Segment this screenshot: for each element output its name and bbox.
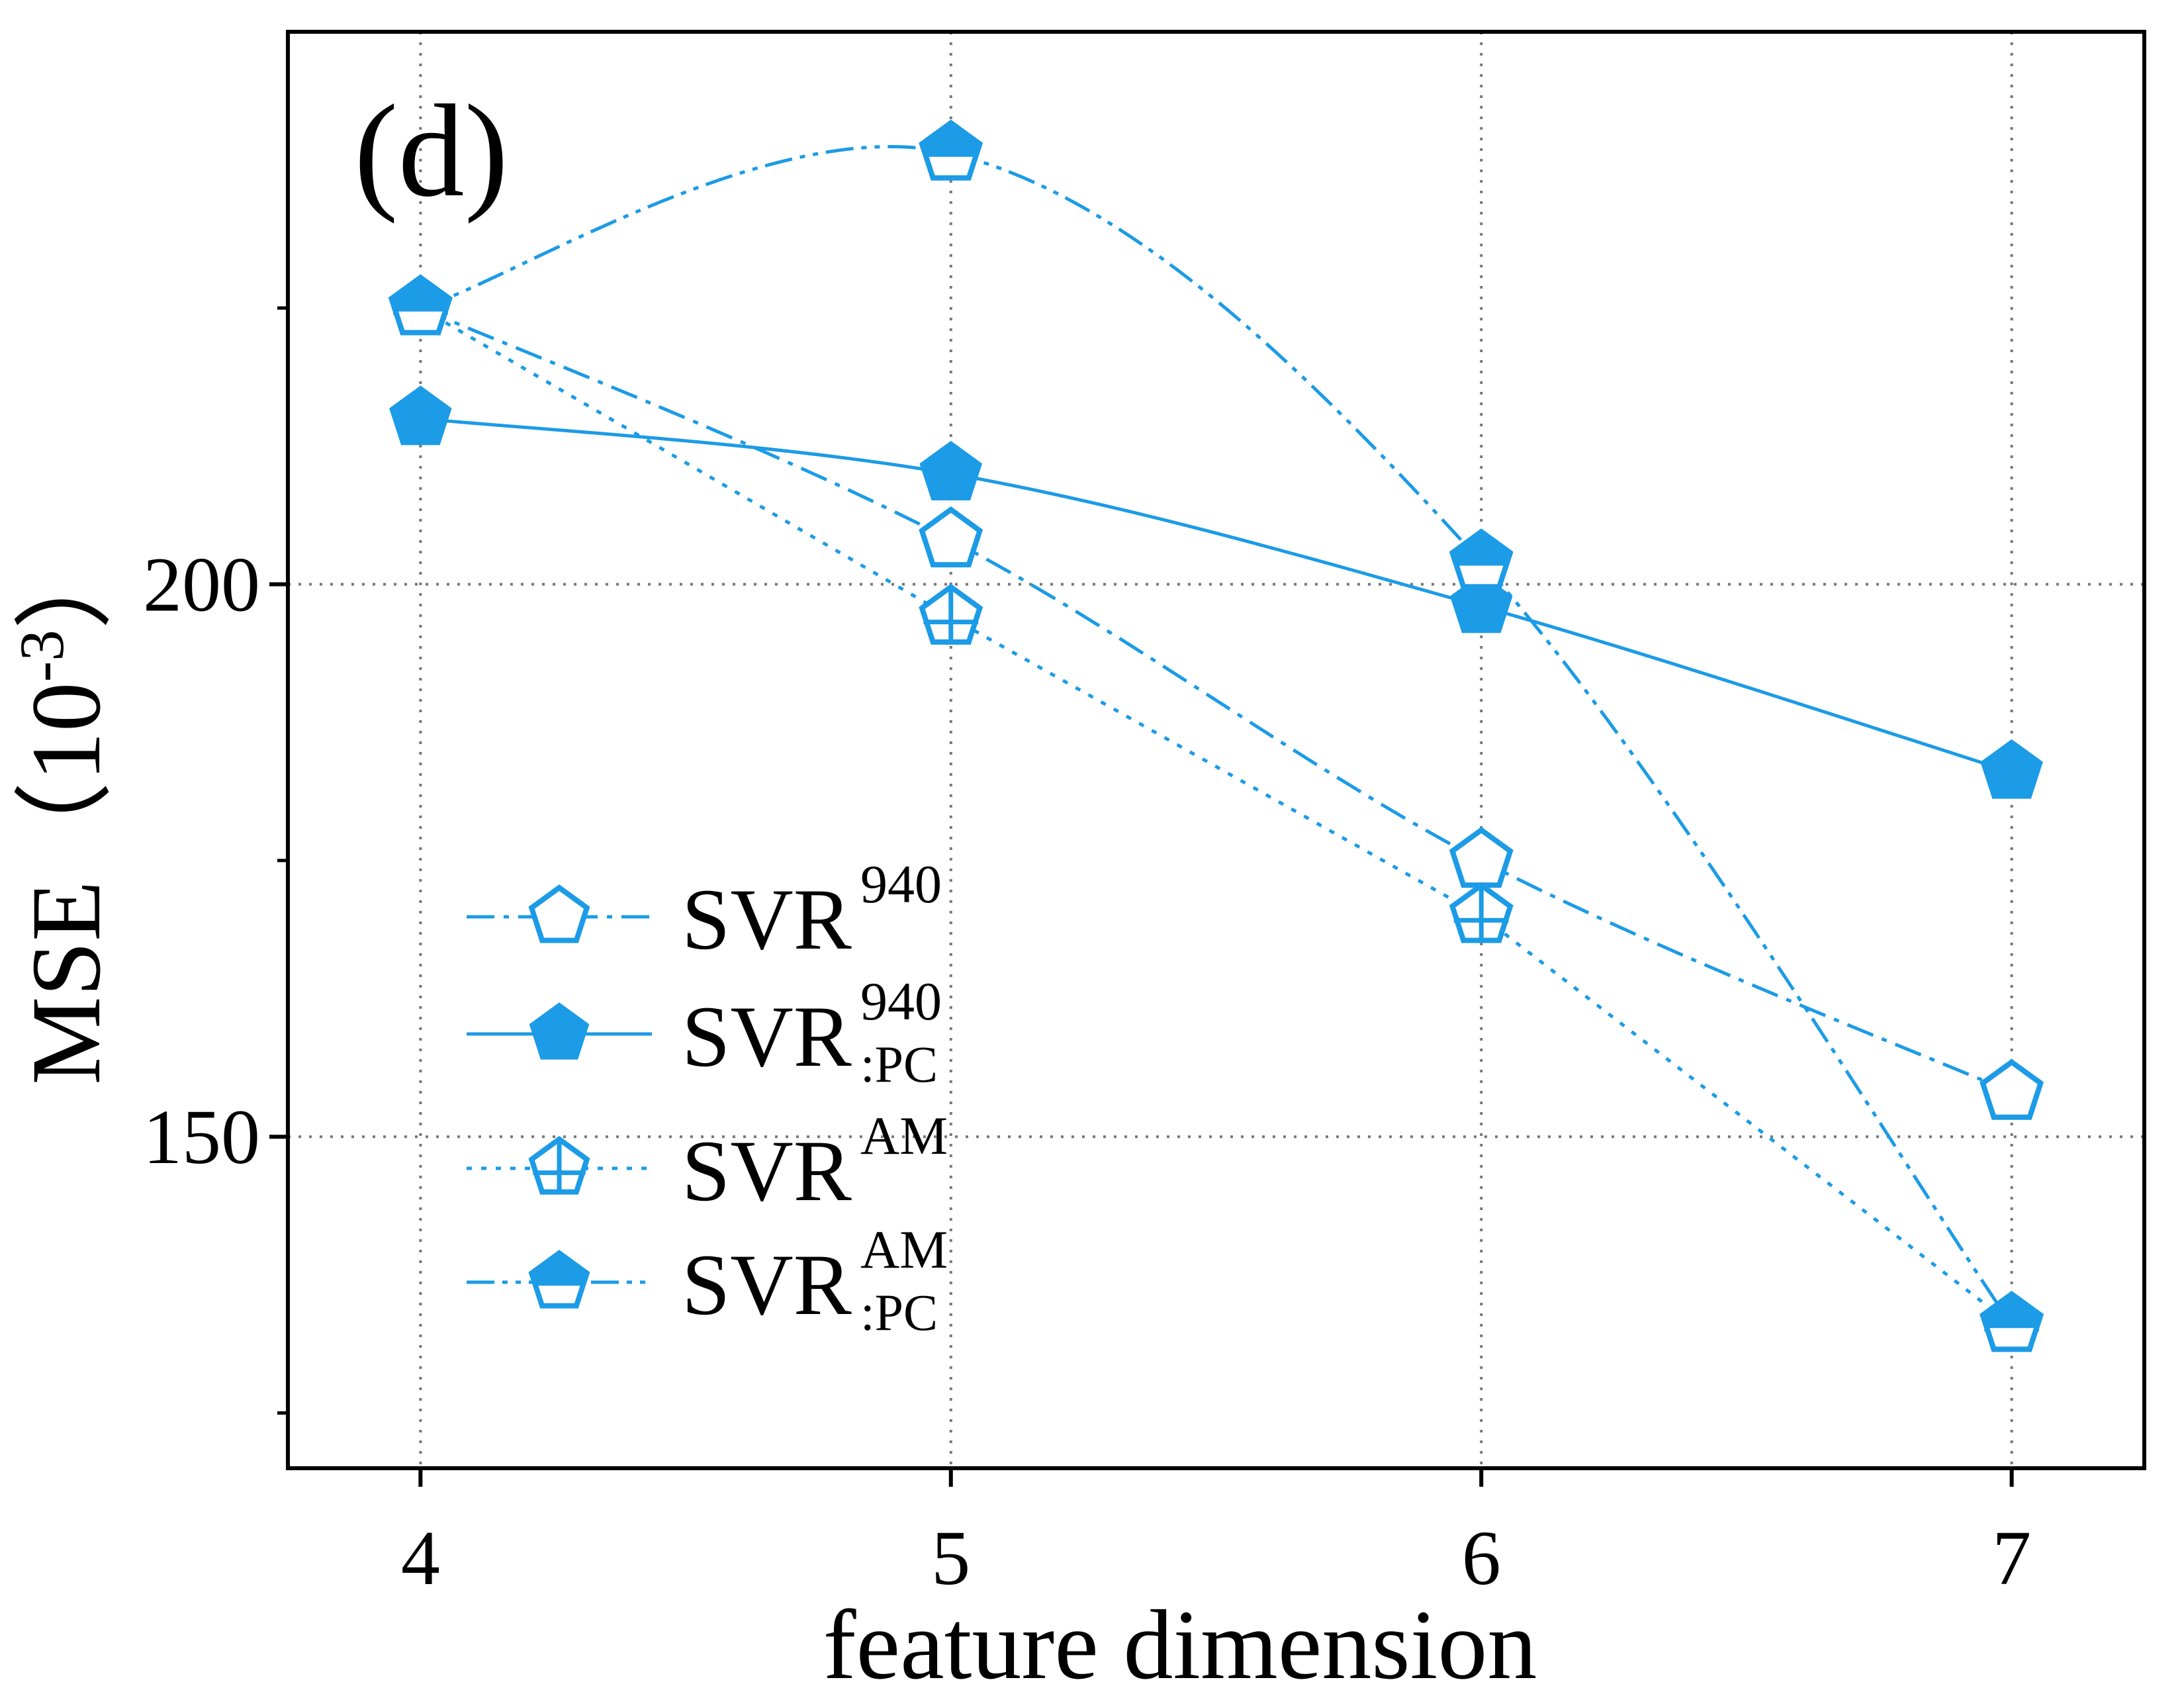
legend-entry: SVR 940:PC bbox=[467, 971, 942, 1093]
data-point-s4 bbox=[919, 119, 983, 181]
legend-label-sub: :PC bbox=[860, 1035, 938, 1093]
data-point-s2 bbox=[389, 385, 452, 445]
y-axis-label-close: ） bbox=[11, 530, 121, 630]
series-line-1 bbox=[420, 306, 2013, 1094]
x-tick-label: 5 bbox=[931, 1515, 970, 1601]
marker-fill bbox=[389, 275, 452, 312]
data-point-s2 bbox=[919, 440, 983, 500]
legend-label-sup: 940 bbox=[860, 971, 942, 1031]
data-point-s2 bbox=[1449, 573, 1513, 633]
y-axis-label: MSE（10-3） bbox=[7, 530, 121, 1085]
plot-frame bbox=[286, 30, 2146, 1470]
ticks-group: 4 5 6 7 150 200 bbox=[143, 306, 2031, 1601]
data-point-s4 bbox=[1449, 528, 1514, 590]
marker-shape bbox=[1980, 739, 2043, 799]
x-tick-label: 7 bbox=[1992, 1515, 2031, 1601]
legend-label-sup: 940 bbox=[860, 854, 942, 914]
legend-entry: SVR AM bbox=[467, 1105, 948, 1219]
legend-label: SVR bbox=[682, 1236, 852, 1333]
data-point-s1 bbox=[1449, 826, 1514, 888]
legend-swatch-marker bbox=[529, 1002, 590, 1060]
series-line-4 bbox=[420, 145, 2013, 1326]
data-point-s4 bbox=[1979, 1291, 2044, 1352]
data-point-s3 bbox=[919, 583, 983, 645]
legend-swatch-marker bbox=[528, 884, 590, 943]
svg-text:MSE（10-3）: MSE（10-3） bbox=[7, 530, 121, 1085]
marker-shape bbox=[1449, 573, 1513, 633]
marker-fill bbox=[1449, 529, 1513, 566]
series-line-3 bbox=[420, 306, 2013, 1326]
legend-swatch-marker bbox=[528, 1136, 590, 1195]
legend-swatch-marker bbox=[528, 1250, 590, 1309]
legend-entry: SVR 940 bbox=[467, 854, 942, 968]
data-point-s2 bbox=[1980, 739, 2043, 799]
marker-shape bbox=[389, 385, 452, 445]
y-axis-label-base: 10 bbox=[11, 682, 121, 781]
grid bbox=[288, 32, 2144, 1468]
marker-shape bbox=[528, 884, 590, 943]
y-tick-label: 200 bbox=[143, 541, 260, 628]
marker-shape bbox=[919, 506, 983, 568]
data-point-s4 bbox=[388, 274, 453, 336]
legend-entry: SVR AM:PC bbox=[467, 1219, 948, 1341]
data-point-s1 bbox=[1979, 1058, 2044, 1120]
panel-label: (d) bbox=[354, 78, 508, 224]
legend-label-sub: :PC bbox=[860, 1284, 938, 1341]
marker-shape bbox=[1449, 826, 1514, 888]
marker-shape bbox=[529, 1002, 590, 1060]
x-axis-label: feature dimension bbox=[823, 1590, 1537, 1688]
marker-fill bbox=[1980, 1291, 2043, 1329]
legend-label: SVR bbox=[682, 988, 852, 1085]
data-point-s3 bbox=[1449, 882, 1514, 943]
marker-shape bbox=[919, 440, 983, 500]
legend-label-sup: AM bbox=[860, 1105, 948, 1166]
legend-label: SVR bbox=[682, 870, 852, 968]
x-tick-label: 4 bbox=[401, 1515, 440, 1601]
y-axis-label-exp: -3 bbox=[7, 630, 77, 682]
legend-label-sup: AM bbox=[860, 1219, 948, 1280]
y-tick-label: 150 bbox=[143, 1094, 260, 1180]
series-group bbox=[388, 119, 2044, 1352]
y-axis-label-main: MSE（ bbox=[11, 781, 121, 1084]
marker-shape bbox=[1979, 1058, 2044, 1120]
marker-fill bbox=[919, 120, 983, 157]
data-point-s1 bbox=[919, 506, 983, 568]
series-line-2 bbox=[420, 416, 2013, 774]
x-tick-label: 6 bbox=[1462, 1515, 1501, 1601]
marker-fill bbox=[529, 1250, 590, 1286]
legend-label: SVR bbox=[682, 1122, 852, 1219]
